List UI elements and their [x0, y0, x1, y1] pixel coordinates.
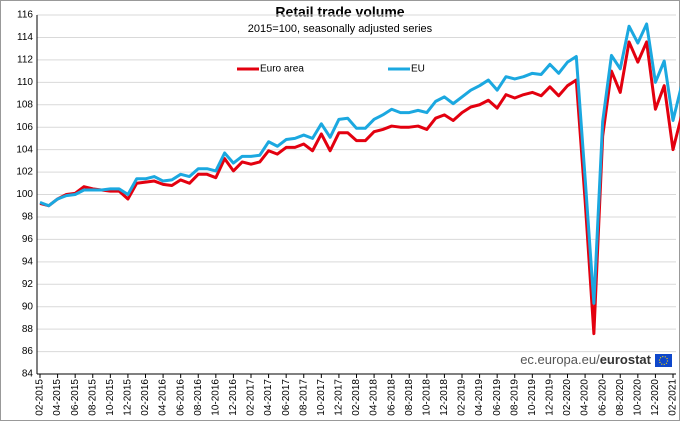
x-tick-label: 08-2016 [193, 379, 204, 416]
y-tick-label: 112 [17, 55, 33, 66]
x-tick-label: 12-2015 [123, 379, 134, 416]
legend-label: Euro area [260, 64, 304, 75]
x-tick-label: 02-2016 [140, 379, 151, 416]
chart-subtitle: 2015=100, seasonally adjusted series [248, 23, 433, 35]
y-tick-label: 108 [16, 99, 33, 110]
y-tick-label: 106 [16, 122, 33, 133]
x-tick-label: 06-2020 [597, 379, 608, 416]
legend-label: EU [411, 64, 425, 75]
y-tick-label: 104 [16, 144, 33, 155]
y-tick-label: 102 [16, 167, 33, 178]
eu-stars [658, 355, 669, 366]
y-tick-label: 94 [22, 256, 34, 267]
y-tick-label: 84 [22, 369, 34, 380]
x-tick-label: 04-2015 [52, 379, 63, 416]
source-text: ec.europa.eu/eurostat [520, 352, 651, 367]
x-tick-label: 02-2021 [668, 379, 679, 416]
x-tick-label: 04-2017 [263, 379, 274, 416]
y-tick-label: 116 [17, 10, 33, 21]
x-tick-label: 06-2019 [492, 379, 503, 416]
chart-title: Retail trade volume [275, 4, 404, 20]
x-tick-label: 08-2017 [298, 379, 309, 416]
x-tick-label: 02-2018 [351, 379, 362, 416]
x-tick-label: 06-2017 [281, 379, 292, 416]
x-tick-label: 10-2018 [421, 379, 432, 416]
x-tick-label: 04-2018 [369, 379, 380, 416]
x-tick-label: 10-2019 [527, 379, 538, 416]
eu-flag [655, 354, 672, 367]
source: ec.europa.eu/eurostat [520, 352, 672, 367]
x-tick-label: 10-2015 [105, 379, 116, 416]
x-tick-label: 02-2019 [457, 379, 468, 416]
y-tick-label: 114 [17, 32, 33, 43]
x-tick-label: 10-2020 [632, 379, 643, 416]
y-tick-label: 88 [22, 324, 34, 335]
x-tick-label: 08-2020 [615, 379, 626, 416]
y-tick-label: 96 [22, 234, 34, 245]
y-tick-label: 98 [22, 212, 34, 223]
y-tick-label: 100 [16, 189, 33, 200]
series-line [39, 40, 680, 336]
x-tick-label: 10-2016 [210, 379, 221, 416]
x-tick-label: 02-2017 [246, 379, 257, 416]
source-brand: eurostat [600, 352, 652, 367]
x-tick-label: 08-2018 [404, 379, 415, 416]
y-tick-label: 86 [22, 346, 34, 357]
source-prefix: ec.europa.eu/ [520, 352, 600, 367]
x-tick-label: 12-2018 [439, 379, 450, 416]
x-tick-label: 04-2020 [580, 379, 591, 416]
y-tick-label: 90 [22, 301, 34, 312]
y-tick-label: 110 [17, 77, 33, 88]
x-tick-label: 12-2020 [650, 379, 661, 416]
x-tick-label: 04-2019 [474, 379, 485, 416]
x-tick-label: 02-2020 [562, 379, 573, 416]
x-tick-label: 04-2016 [158, 379, 169, 416]
x-tick-label: 06-2016 [175, 379, 186, 416]
y-tick-label: 92 [22, 279, 34, 290]
x-tick-label: 10-2017 [316, 379, 327, 416]
x-tick-label: 06-2018 [386, 379, 397, 416]
x-tick-label: 08-2015 [87, 379, 98, 416]
x-tick-label: 06-2015 [70, 379, 81, 416]
x-tick-label: 08-2019 [509, 379, 520, 416]
series-line [39, 22, 680, 305]
x-tick-label: 12-2016 [228, 379, 239, 416]
x-tick-label: 12-2017 [334, 379, 345, 416]
x-tick-label: 02-2015 [35, 379, 46, 416]
x-tick-label: 12-2019 [545, 379, 556, 416]
